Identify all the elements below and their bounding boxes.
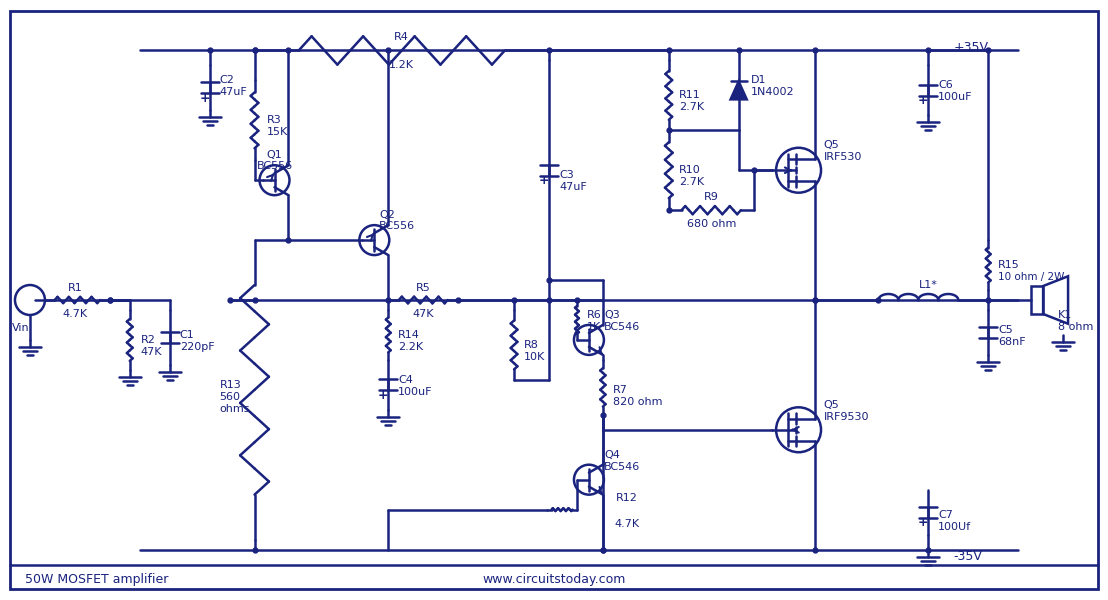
Text: 8 ohm: 8 ohm <box>1058 322 1094 332</box>
Text: 100Uf: 100Uf <box>938 521 972 532</box>
Text: R11: R11 <box>679 91 700 100</box>
Text: R10: R10 <box>679 165 700 175</box>
Text: C1: C1 <box>179 330 194 340</box>
Text: +: + <box>919 94 929 107</box>
Text: www.circuitstoday.com: www.circuitstoday.com <box>482 573 626 586</box>
Text: R15: R15 <box>998 260 1020 270</box>
Text: K1: K1 <box>1058 310 1073 320</box>
Text: Q5: Q5 <box>823 400 839 410</box>
Text: R13: R13 <box>219 380 242 390</box>
Text: L1*: L1* <box>919 280 937 290</box>
Text: IRF530: IRF530 <box>823 152 862 162</box>
Text: C6: C6 <box>938 80 953 91</box>
Text: 2.7K: 2.7K <box>679 103 704 112</box>
Text: +: + <box>919 516 929 529</box>
Text: R12: R12 <box>616 493 637 503</box>
Text: C4: C4 <box>398 375 413 385</box>
Text: R14: R14 <box>398 330 420 340</box>
Text: -35V: -35V <box>953 550 982 563</box>
Text: Vin: Vin <box>12 323 30 333</box>
Text: Q3: Q3 <box>604 310 619 320</box>
Text: 10 ohm / 2W: 10 ohm / 2W <box>998 272 1065 282</box>
Text: R2: R2 <box>141 335 155 345</box>
Text: IRF9530: IRF9530 <box>823 412 869 422</box>
Text: 1.2K: 1.2K <box>389 61 414 70</box>
Text: R4: R4 <box>394 32 409 43</box>
Text: 4.7K: 4.7K <box>614 518 639 529</box>
Text: 4.7K: 4.7K <box>62 309 88 319</box>
Text: R1: R1 <box>68 283 82 293</box>
Text: 220pF: 220pF <box>179 342 214 352</box>
Text: BC556: BC556 <box>379 221 416 231</box>
Text: 100uF: 100uF <box>938 92 973 103</box>
Text: 820 ohm: 820 ohm <box>613 397 663 407</box>
Text: R3: R3 <box>267 115 281 125</box>
Text: 10K: 10K <box>524 352 545 362</box>
Text: +35V: +35V <box>953 41 988 54</box>
Text: 50W MOSFET amplifier: 50W MOSFET amplifier <box>25 573 168 586</box>
Text: 15K: 15K <box>267 127 288 137</box>
Text: 47K: 47K <box>141 347 162 357</box>
Text: BC546: BC546 <box>604 322 640 332</box>
Text: 680 ohm: 680 ohm <box>687 219 736 229</box>
Text: BC546: BC546 <box>604 461 640 472</box>
Text: 47K: 47K <box>412 309 434 319</box>
Text: D1: D1 <box>750 76 766 85</box>
Text: +: + <box>378 389 389 402</box>
Text: 1N4002: 1N4002 <box>750 88 794 97</box>
Text: Q2: Q2 <box>379 210 396 220</box>
Text: +: + <box>538 174 550 187</box>
Text: Q5: Q5 <box>823 140 839 150</box>
Text: C7: C7 <box>938 509 953 520</box>
Text: BC556: BC556 <box>256 161 293 171</box>
Text: R6: R6 <box>587 310 602 320</box>
Text: 68nF: 68nF <box>998 337 1026 347</box>
Text: 47uF: 47uF <box>219 88 247 97</box>
Text: R9: R9 <box>704 192 719 202</box>
Text: C3: C3 <box>560 170 574 180</box>
Text: 1K: 1K <box>587 322 602 332</box>
Text: R7: R7 <box>613 385 628 395</box>
Text: R8: R8 <box>524 340 538 350</box>
Text: 100uF: 100uF <box>398 387 433 397</box>
Text: 2.2K: 2.2K <box>398 342 423 352</box>
Text: +: + <box>199 92 209 105</box>
Text: C5: C5 <box>998 325 1013 335</box>
Text: R5: R5 <box>416 283 431 293</box>
Text: C2: C2 <box>219 76 235 85</box>
Text: 2.7K: 2.7K <box>679 177 704 187</box>
Text: Q1: Q1 <box>267 150 283 160</box>
Text: 560: 560 <box>219 392 240 402</box>
Text: 47uF: 47uF <box>560 182 587 192</box>
Text: Q4: Q4 <box>604 450 619 460</box>
Text: ohms: ohms <box>219 404 250 414</box>
Polygon shape <box>730 82 747 100</box>
